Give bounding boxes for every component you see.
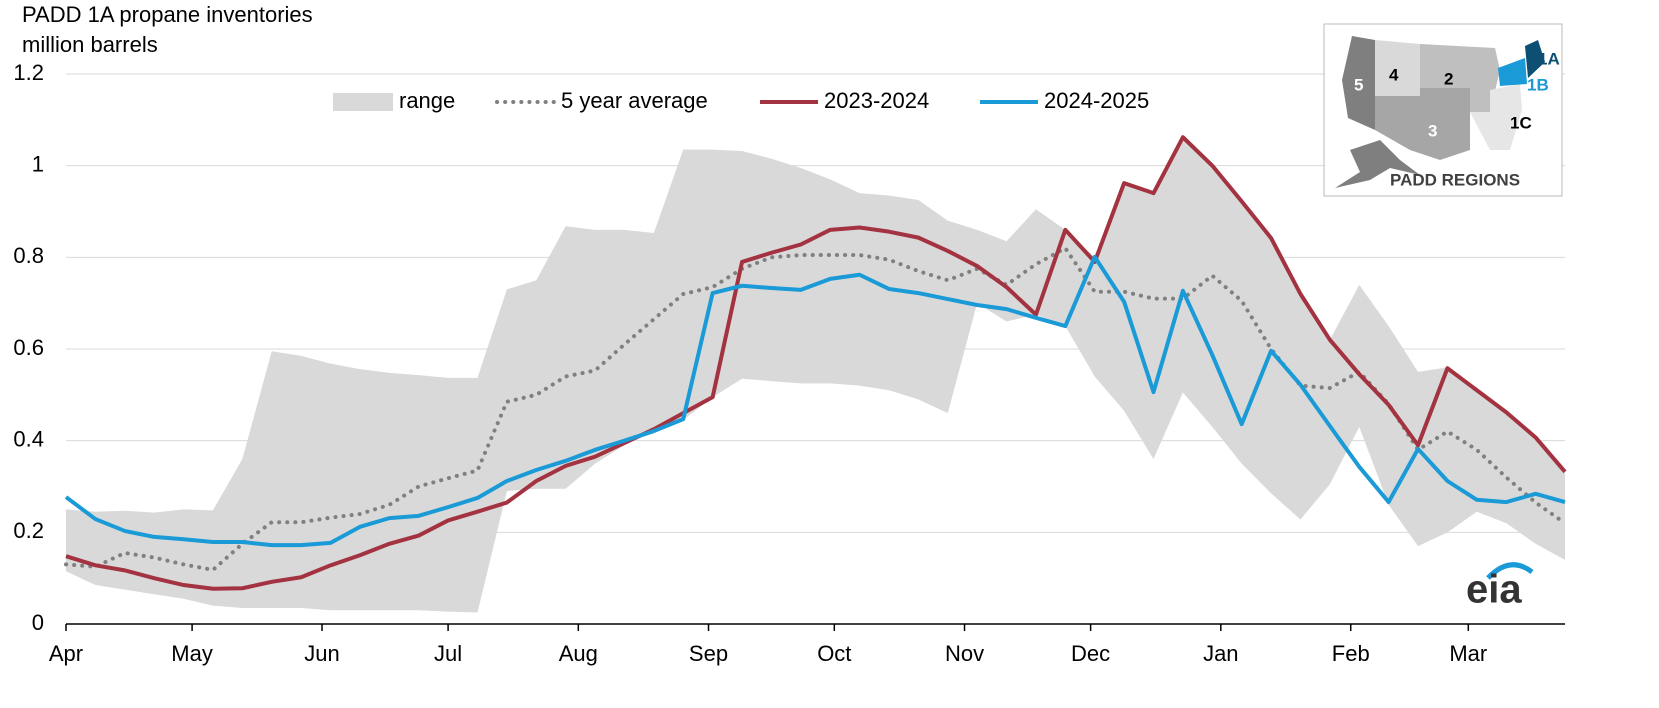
inset-label: 4 <box>1389 65 1399 84</box>
x-tick-label: Sep <box>689 641 728 666</box>
range-band <box>66 137 1565 613</box>
legend-label: range <box>399 88 455 113</box>
y-tick-label: 0 <box>32 610 44 635</box>
y-tick-label: 0.4 <box>13 426 44 451</box>
x-tick-label: Nov <box>945 641 984 666</box>
x-tick-label: Jun <box>304 641 339 666</box>
legend-label: 5 year average <box>561 88 708 113</box>
y-tick-label: 0.6 <box>13 335 44 360</box>
x-tick-label: Feb <box>1332 641 1370 666</box>
region-alaska <box>1335 140 1420 188</box>
region-1b <box>1498 58 1527 86</box>
x-tick-label: May <box>171 641 213 666</box>
series-line <box>64 246 1567 572</box>
y-tick-label: 0.2 <box>13 518 44 543</box>
inset-label: 1B <box>1527 75 1549 94</box>
x-tick-label: Oct <box>817 641 851 666</box>
logo-arc <box>1486 562 1534 580</box>
inset-title: PADD REGIONS <box>1390 170 1520 189</box>
region-2 <box>1420 44 1500 112</box>
y-tick-label: 1 <box>32 151 44 176</box>
x-tick-label: Apr <box>49 641 83 666</box>
chart-title: PADD 1A propane inventories <box>22 2 313 27</box>
padd-map-inset: 1A 1B 1C 2 3 4 5 PADD REGIONS <box>1323 23 1563 197</box>
x-tick-label: Mar <box>1449 641 1487 666</box>
region-1a <box>1525 40 1545 78</box>
x-tick-label: Jul <box>434 641 462 666</box>
inset-label: 5 <box>1354 75 1363 94</box>
x-tick-label: Jan <box>1203 641 1238 666</box>
region-4 <box>1375 40 1420 96</box>
legend-label: 2023-2024 <box>824 88 929 113</box>
y-axis-label: million barrels <box>22 32 158 57</box>
inset-label: 2 <box>1444 69 1453 88</box>
region-3 <box>1375 88 1470 160</box>
legend-swatch <box>333 93 393 111</box>
inset-label: 1A <box>1538 49 1560 68</box>
series-line <box>64 254 1566 548</box>
x-tick-label: Aug <box>559 641 598 666</box>
series-line <box>65 135 1567 591</box>
inset-label: 3 <box>1428 121 1437 140</box>
region-5 <box>1342 36 1375 130</box>
region-1c <box>1470 84 1522 150</box>
y-tick-label: 1.2 <box>13 60 44 85</box>
eia-logo: eia <box>1466 562 1534 612</box>
x-tick-label: Dec <box>1071 641 1110 666</box>
legend-label: 2024-2025 <box>1044 88 1149 113</box>
y-tick-label: 0.8 <box>13 243 44 268</box>
logo-text: eia <box>1466 568 1522 612</box>
inset-label: 1C <box>1510 113 1532 132</box>
